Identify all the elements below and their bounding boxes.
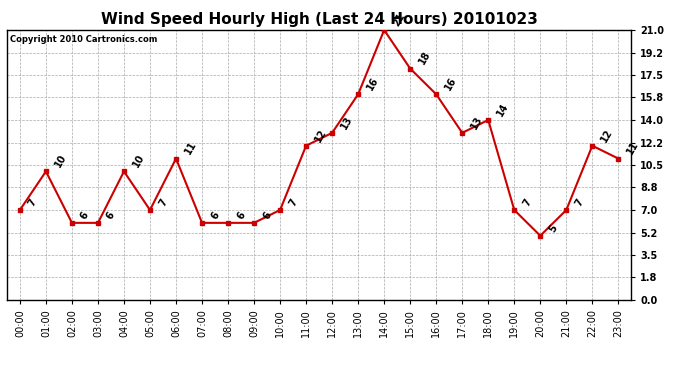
Text: 7: 7 — [521, 197, 533, 208]
Text: 11: 11 — [625, 140, 641, 156]
Text: 6: 6 — [105, 210, 117, 221]
Title: Wind Speed Hourly High (Last 24 Hours) 20101023: Wind Speed Hourly High (Last 24 Hours) 2… — [101, 12, 538, 27]
Text: 7: 7 — [27, 197, 39, 208]
Text: 7: 7 — [573, 197, 585, 208]
Text: 18: 18 — [417, 50, 433, 66]
Text: 6: 6 — [79, 210, 91, 221]
Text: 6: 6 — [235, 210, 247, 221]
Text: 21: 21 — [391, 11, 406, 28]
Text: 7: 7 — [157, 197, 169, 208]
Text: 14: 14 — [495, 101, 511, 118]
Text: 16: 16 — [443, 75, 459, 92]
Text: 10: 10 — [53, 153, 68, 169]
Text: 6: 6 — [261, 210, 273, 221]
Text: 6: 6 — [209, 210, 221, 221]
Text: 11: 11 — [183, 140, 199, 156]
Text: 10: 10 — [131, 153, 146, 169]
Text: 12: 12 — [600, 127, 615, 144]
Text: 13: 13 — [469, 114, 484, 131]
Text: 12: 12 — [313, 127, 328, 144]
Text: 16: 16 — [365, 75, 380, 92]
Text: Copyright 2010 Cartronics.com: Copyright 2010 Cartronics.com — [10, 35, 157, 44]
Text: 7: 7 — [287, 197, 299, 208]
Text: 5: 5 — [547, 223, 560, 234]
Text: 13: 13 — [339, 114, 355, 131]
